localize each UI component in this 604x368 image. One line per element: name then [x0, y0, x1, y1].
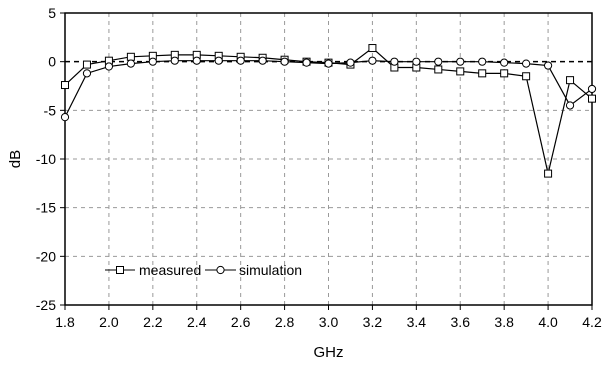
- x-tick-label: 3.8: [494, 314, 514, 330]
- data-point-simulation: [148, 57, 157, 66]
- data-point-simulation: [500, 58, 509, 67]
- data-point-measured: [456, 67, 465, 76]
- x-tick-label: 3.2: [363, 314, 383, 330]
- data-point-simulation: [434, 57, 443, 66]
- x-tick-label: 1.8: [55, 314, 75, 330]
- x-tick-label: 2.2: [143, 314, 163, 330]
- legend: measured simulation: [105, 262, 302, 278]
- data-point-simulation: [170, 56, 179, 65]
- series-layer: [60, 44, 597, 178]
- x-tick-label: 2.6: [231, 314, 251, 330]
- data-point-simulation: [192, 56, 201, 65]
- data-point-measured: [566, 76, 575, 85]
- y-tick-label: 0: [48, 54, 56, 70]
- x-tick-label: 3.4: [407, 314, 427, 330]
- y-tick-label: 5: [48, 5, 56, 21]
- legend-label-simulation: simulation: [239, 262, 302, 278]
- data-point-measured: [82, 60, 91, 69]
- data-point-measured: [588, 94, 596, 103]
- data-point-simulation: [543, 61, 553, 70]
- x-tick-labels: 1.8 2.0 2.2 2.4 2.6 2.8 3.0 3.2 3.4 3.6 3.8 4.0 4.2: [55, 305, 602, 330]
- x-tick-label: 2.4: [187, 314, 207, 330]
- data-point-simulation: [82, 69, 92, 78]
- data-point-simulation: [412, 57, 421, 66]
- data-point-measured: [434, 65, 443, 74]
- y-tick-label: -20: [36, 248, 56, 264]
- x-tick-label: 3.6: [451, 314, 471, 330]
- data-point-simulation: [214, 56, 223, 65]
- y-tick-labels: 5 0 -5 -10 -15 -20 -25: [36, 5, 65, 313]
- data-point-simulation: [346, 58, 355, 67]
- data-point-measured: [126, 52, 135, 61]
- data-point-simulation: [324, 59, 333, 68]
- data-point-measured: [522, 72, 531, 81]
- y-tick-label: -25: [36, 297, 56, 313]
- data-point-simulation: [60, 113, 70, 122]
- x-tick-label: 3.0: [319, 314, 339, 330]
- y-tick-label: -10: [36, 151, 56, 167]
- data-point-simulation: [104, 62, 114, 71]
- data-point-measured: [61, 81, 69, 90]
- data-point-simulation: [126, 59, 135, 68]
- data-point-measured: [368, 44, 377, 53]
- legend-label-measured: measured: [139, 262, 201, 278]
- data-point-simulation: [368, 56, 377, 65]
- data-point-measured: [500, 69, 509, 78]
- legend-marker-measured: [116, 266, 124, 274]
- legend-marker-simulation: [216, 265, 225, 275]
- x-tick-label: 2.0: [99, 314, 119, 330]
- data-point-measured: [544, 169, 553, 178]
- data-point-simulation: [587, 84, 597, 94]
- y-tick-label: -15: [36, 200, 56, 216]
- data-point-simulation: [522, 59, 531, 68]
- data-point-simulation: [390, 57, 399, 66]
- x-tick-label: 2.8: [275, 314, 295, 330]
- x-axis-title: GHz: [314, 344, 344, 361]
- y-axis-title: dB: [7, 150, 24, 168]
- x-tick-label: 4.2: [582, 314, 602, 330]
- data-point-measured: [478, 69, 487, 78]
- data-point-simulation: [456, 57, 465, 66]
- data-point-simulation: [302, 58, 311, 67]
- data-point-simulation: [236, 56, 245, 65]
- y-tick-label: -5: [44, 102, 57, 118]
- data-point-simulation: [280, 57, 289, 66]
- data-point-simulation: [258, 56, 267, 65]
- data-point-simulation: [565, 101, 575, 110]
- data-point-simulation: [478, 57, 487, 66]
- x-tick-label: 4.0: [538, 314, 558, 330]
